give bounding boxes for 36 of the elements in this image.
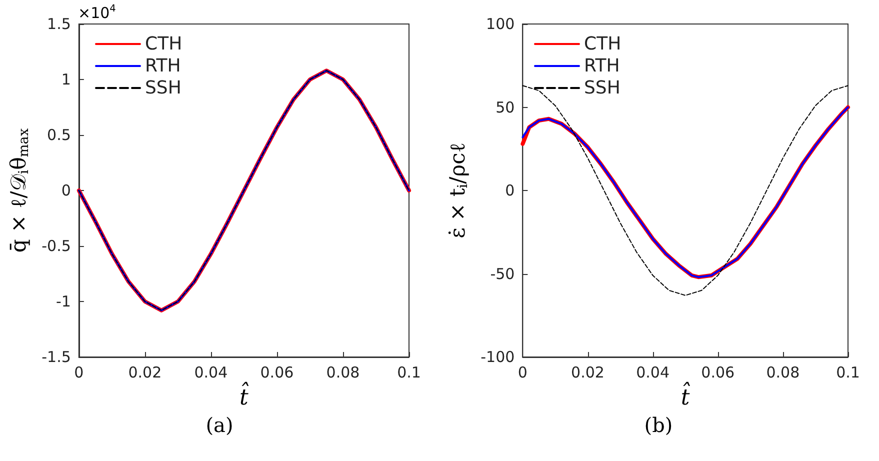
y-tick-label: -1 — [56, 292, 71, 310]
y-tick-label: 0 — [61, 182, 71, 200]
x-tick-label: 0.08 — [326, 364, 360, 382]
y-tick-label: 0.5 — [47, 126, 71, 144]
x-tick-label: 0.06 — [701, 364, 735, 382]
legend-label: SSH — [584, 78, 620, 98]
y-tick-label: 0 — [505, 182, 515, 200]
y-tick-label: -1.5 — [42, 348, 71, 366]
text: (b) — [644, 413, 673, 437]
x-tick-label: 0 — [518, 364, 528, 382]
x-tick-label: 0.06 — [260, 364, 294, 382]
y-tick-label: 1.5 — [47, 15, 71, 33]
y-tick-label: -0.5 — [42, 237, 71, 255]
y-tick-label: 100 — [486, 15, 515, 33]
x-tick-label: 0.04 — [636, 364, 670, 382]
y-axis-title: ε̇ × ti/ρcℓ — [446, 142, 471, 238]
legend-label: CTH — [145, 34, 182, 54]
x-tick-label: 0.08 — [766, 364, 800, 382]
x-tick-label: 0.02 — [128, 364, 162, 382]
x-tick-label: 0.02 — [571, 364, 604, 382]
legend-label: SSH — [145, 78, 182, 98]
y-tick-label: 50 — [496, 98, 515, 116]
x-tick-label: 0.1 — [397, 364, 421, 382]
y-tick-label: 1 — [61, 70, 71, 88]
x-axis-title: t̂ — [680, 382, 691, 410]
y-axis-title: q̄ × ℓ/𝒟iθmax — [6, 128, 32, 253]
y-tick-label: -50 — [490, 264, 515, 283]
y-tick-label: -100 — [480, 348, 515, 366]
legend-label: RTH — [584, 56, 620, 76]
legend-label: RTH — [145, 56, 181, 76]
text: (a) — [206, 413, 234, 437]
x-axis-title: t̂ — [240, 382, 250, 410]
x-tick-label: 0.1 — [836, 364, 860, 382]
legend-label: CTH — [584, 34, 622, 54]
x-tick-label: 0.04 — [194, 364, 228, 382]
x-tick-label: 0 — [74, 364, 84, 382]
